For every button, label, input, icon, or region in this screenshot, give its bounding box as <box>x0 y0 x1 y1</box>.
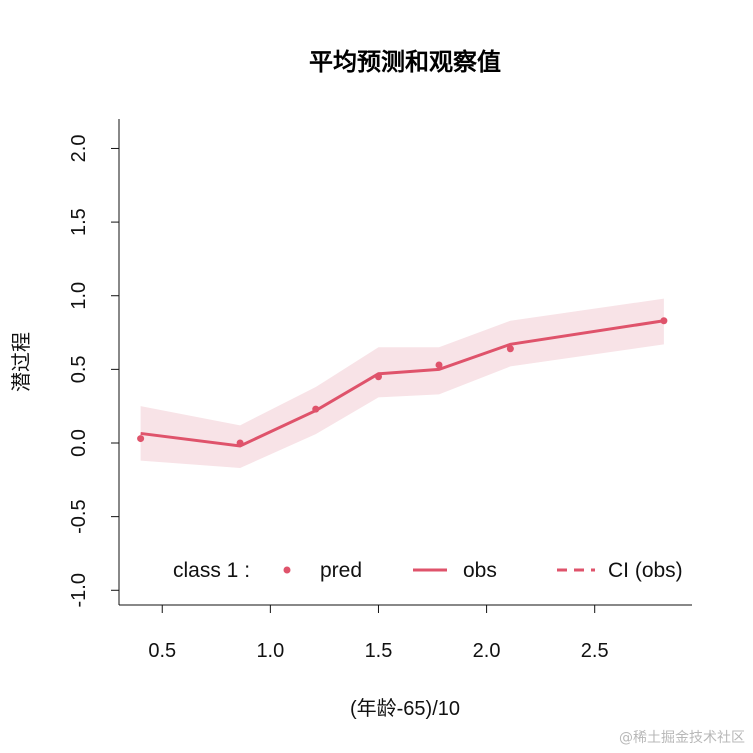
y-tick-label: 1.0 <box>68 282 90 310</box>
pred-point <box>374 373 382 381</box>
y-tick-label: -1.0 <box>68 573 90 607</box>
y-tick-label: 0.5 <box>68 355 90 383</box>
legend-pred-label: pred <box>320 559 362 582</box>
watermark: @稀土掘金技术社区 <box>619 730 745 746</box>
legend-pred-marker <box>283 566 291 574</box>
chart-title: 平均预测和观察值 <box>309 47 501 76</box>
pred-points-layer <box>137 317 668 447</box>
pred-point <box>506 345 514 353</box>
legend-ci-label: CI (obs) <box>608 559 683 582</box>
pred-point <box>312 405 320 413</box>
legend: class 1 : pred obs CI (obs) <box>173 559 683 582</box>
legend-obs-label: obs <box>463 559 497 582</box>
x-tick-label: 2.5 <box>581 640 609 662</box>
y-axis-label: 潜过程 <box>10 332 33 392</box>
legend-prefix: class 1 : <box>173 559 250 582</box>
x-tick-label: 0.5 <box>148 640 176 662</box>
x-axis-label: (年龄-65)/10 <box>350 697 460 720</box>
pred-point <box>137 435 145 443</box>
y-tick-label: -0.5 <box>68 499 90 533</box>
axes: 0.5 1.0 1.5 2.0 2.5 -1.0 -0.5 0.0 0.5 1.0 1.5 2.0 <box>68 119 692 662</box>
y-tick-label: 2.0 <box>68 135 90 163</box>
pred-point <box>435 361 443 369</box>
pred-point <box>660 317 668 325</box>
x-tick-label: 2.0 <box>473 640 501 662</box>
pred-point <box>236 439 244 447</box>
y-tick-label: 1.5 <box>68 208 90 236</box>
x-tick-label: 1.5 <box>365 640 393 662</box>
y-tick-label: 0.0 <box>68 429 90 457</box>
x-tick-label: 1.0 <box>256 640 284 662</box>
